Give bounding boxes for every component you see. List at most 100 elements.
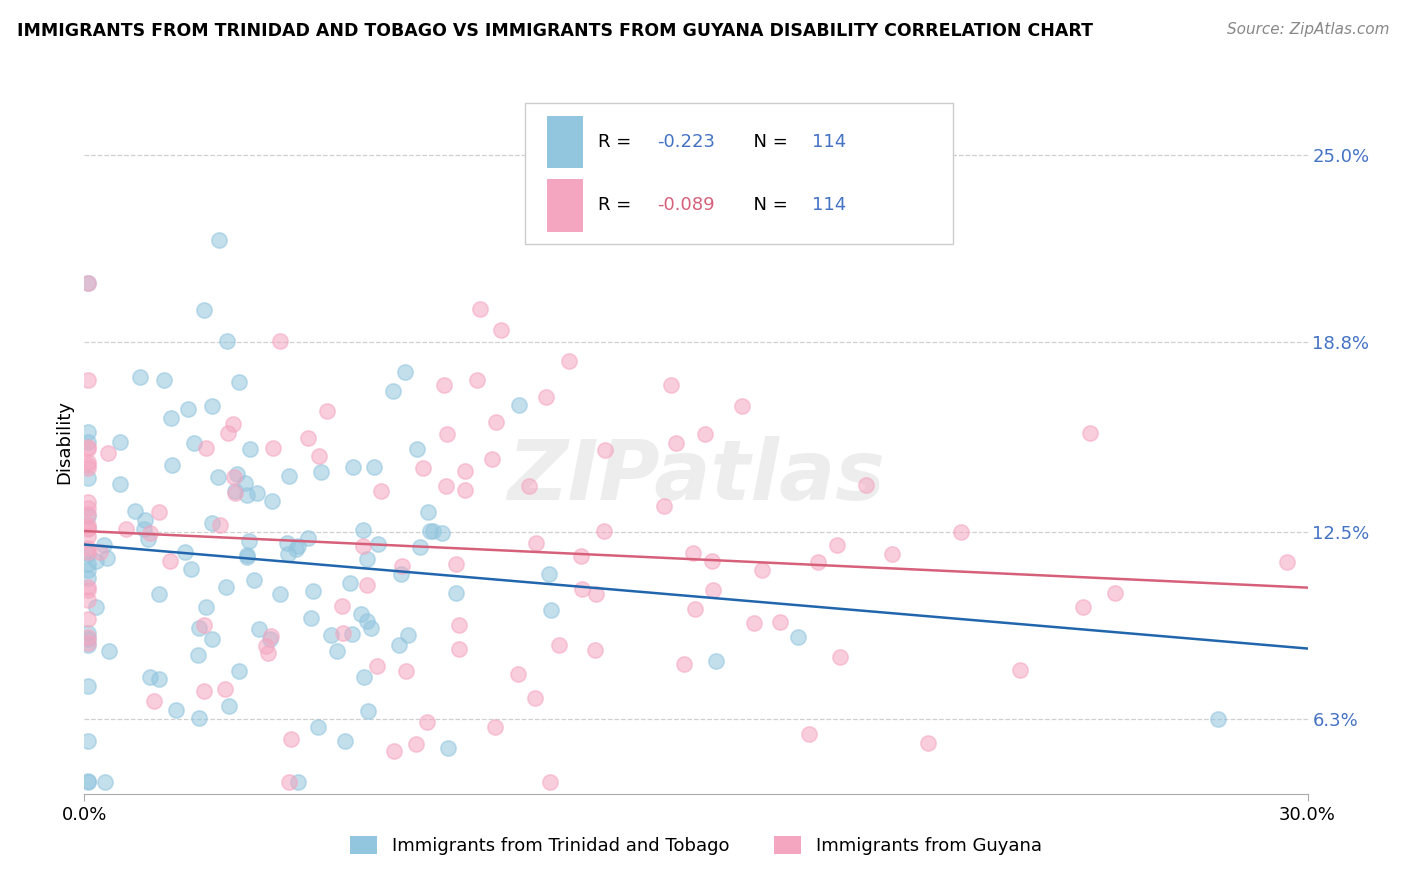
Point xyxy=(454,483,477,498)
Point xyxy=(855,478,877,492)
Point xyxy=(160,458,183,473)
Point xyxy=(449,641,471,656)
Point xyxy=(260,629,283,643)
Point xyxy=(592,524,614,539)
Point xyxy=(233,476,256,491)
Point xyxy=(700,554,723,568)
Point xyxy=(77,471,100,485)
Point xyxy=(138,670,160,684)
Point xyxy=(280,732,302,747)
Point xyxy=(277,547,299,561)
Point xyxy=(299,611,322,625)
Point xyxy=(77,636,100,650)
Point xyxy=(201,399,224,413)
Point xyxy=(583,643,606,657)
Point xyxy=(108,477,131,491)
Text: N =: N = xyxy=(742,133,794,151)
Point xyxy=(367,536,389,550)
Point xyxy=(517,479,540,493)
Point xyxy=(142,694,165,708)
Point xyxy=(224,483,246,498)
Point xyxy=(132,522,155,536)
Point xyxy=(330,599,353,613)
Point xyxy=(342,460,364,475)
Point xyxy=(77,528,100,542)
Point xyxy=(77,563,100,577)
Text: 114: 114 xyxy=(813,133,846,151)
Point xyxy=(222,417,245,431)
Point xyxy=(77,500,100,515)
Point xyxy=(769,615,792,629)
Point xyxy=(444,557,467,571)
Point xyxy=(366,659,388,673)
Point xyxy=(89,545,111,559)
Point xyxy=(356,552,378,566)
Point xyxy=(659,378,682,392)
Point xyxy=(207,470,229,484)
Point xyxy=(148,587,170,601)
Point xyxy=(360,621,382,635)
Point xyxy=(187,621,209,635)
Point xyxy=(201,632,224,647)
Point xyxy=(673,657,696,671)
Point xyxy=(208,518,231,533)
Point xyxy=(77,571,100,585)
Point xyxy=(350,607,373,622)
Point xyxy=(682,546,704,560)
Point xyxy=(148,505,170,519)
Point xyxy=(177,402,200,417)
Point xyxy=(77,276,100,290)
Point xyxy=(77,638,100,652)
Point xyxy=(395,664,418,678)
Point xyxy=(1010,663,1032,677)
Point xyxy=(77,612,100,626)
Point xyxy=(77,774,100,789)
Legend: Immigrants from Trinidad and Tobago, Immigrants from Guyana: Immigrants from Trinidad and Tobago, Imm… xyxy=(343,829,1049,863)
Point xyxy=(194,442,217,456)
Point xyxy=(695,426,717,441)
Point xyxy=(246,486,269,500)
Point xyxy=(77,593,100,607)
Point xyxy=(807,555,830,569)
Point xyxy=(787,630,810,644)
Point xyxy=(406,442,429,456)
Point xyxy=(388,638,411,652)
Point xyxy=(77,373,100,387)
Point xyxy=(228,664,250,678)
Point xyxy=(540,774,562,789)
Point xyxy=(652,499,675,513)
Point xyxy=(536,390,558,404)
Point xyxy=(97,446,120,460)
Point xyxy=(217,334,239,349)
Point xyxy=(110,435,132,450)
Text: -0.223: -0.223 xyxy=(657,133,714,151)
Point xyxy=(84,599,107,614)
Point xyxy=(77,582,100,597)
Point xyxy=(1078,426,1101,441)
Point xyxy=(77,522,100,536)
Point xyxy=(339,575,361,590)
Point xyxy=(434,479,457,493)
Point xyxy=(77,541,100,556)
Point xyxy=(571,582,593,596)
Point xyxy=(326,644,349,658)
Point xyxy=(309,465,332,479)
Point xyxy=(437,740,460,755)
Point xyxy=(558,353,581,368)
Point xyxy=(481,451,503,466)
Point xyxy=(742,615,765,630)
Point xyxy=(249,622,271,636)
Point xyxy=(93,538,115,552)
Point xyxy=(165,703,187,717)
Point xyxy=(319,628,342,642)
Point xyxy=(77,774,100,789)
Point xyxy=(278,774,301,789)
Point xyxy=(665,436,688,450)
Point xyxy=(917,736,939,750)
Point xyxy=(302,584,325,599)
Point xyxy=(356,614,378,628)
Y-axis label: Disability: Disability xyxy=(55,400,73,483)
Point xyxy=(254,639,277,653)
Point xyxy=(1104,586,1126,600)
Point xyxy=(134,513,156,527)
